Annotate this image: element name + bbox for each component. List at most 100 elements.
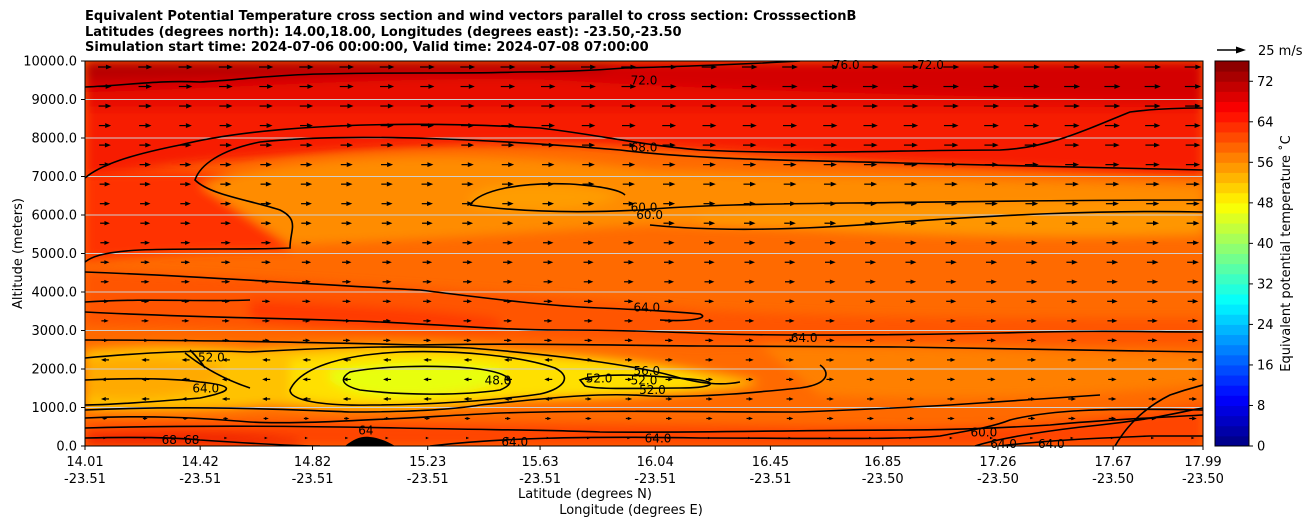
wind-vector xyxy=(661,103,677,109)
wind-vector xyxy=(783,181,797,187)
wind-vector xyxy=(1144,103,1161,109)
wind-vector xyxy=(987,397,996,401)
wind-vector xyxy=(259,64,274,70)
wind-vector xyxy=(1027,338,1037,343)
wind-vector xyxy=(138,84,153,89)
wind-vector xyxy=(902,64,919,70)
colorbar-segment xyxy=(1215,435,1249,447)
x-tick-label-lat: 14.42 xyxy=(182,455,219,470)
wind-vector xyxy=(180,240,191,245)
wind-vector xyxy=(983,64,1000,70)
wind-vector xyxy=(342,357,351,362)
contour-label: 52.0 xyxy=(631,374,658,388)
wind-vector xyxy=(140,260,150,265)
wind-vector xyxy=(380,103,394,109)
wind-vector xyxy=(500,64,516,70)
wind-vector xyxy=(701,84,717,89)
wind-vector xyxy=(822,103,838,109)
quiver-key-label: 25 m/s xyxy=(1258,44,1303,59)
y-tick-label: 6000.0 xyxy=(32,209,78,224)
wind-vector xyxy=(1065,181,1079,187)
wind-vector xyxy=(1026,279,1038,285)
wind-vector xyxy=(421,162,434,168)
wind-vector xyxy=(259,123,273,128)
contour-label: 64.0 xyxy=(633,300,660,314)
wind-vector xyxy=(544,357,553,362)
wind-vector xyxy=(181,397,190,401)
wind-vector xyxy=(584,299,594,304)
colorbar-segment xyxy=(1215,263,1249,275)
wind-vector xyxy=(181,260,191,265)
colorbar-segment xyxy=(1215,354,1249,366)
wind-vector xyxy=(422,240,433,245)
wind-vector xyxy=(702,162,716,168)
wind-vector xyxy=(783,142,797,148)
wind-vector xyxy=(944,181,958,187)
wind-vector xyxy=(98,64,112,70)
wind-vector xyxy=(461,123,475,128)
x-tick-label-lat: 17.67 xyxy=(1095,455,1132,470)
wind-vector xyxy=(263,416,269,420)
contour-label: 64.0 xyxy=(1038,437,1065,451)
wind-vector xyxy=(1070,436,1074,440)
wind-vector xyxy=(627,436,631,440)
wind-vector xyxy=(541,84,556,89)
wind-vector xyxy=(339,84,354,89)
wind-vector xyxy=(220,201,232,206)
wind-vector xyxy=(741,64,758,70)
wind-vector xyxy=(863,142,878,148)
wind-vector xyxy=(745,357,754,362)
wind-vector xyxy=(869,436,873,440)
wind-vector xyxy=(463,338,472,343)
wind-vector xyxy=(665,377,673,382)
wind-vector xyxy=(786,357,795,362)
wind-vector xyxy=(905,240,917,246)
wind-vector xyxy=(381,162,394,168)
colorbar-segment xyxy=(1215,334,1249,346)
x-tick-label-lon: -23.50 xyxy=(977,472,1019,487)
wind-vector xyxy=(786,377,794,382)
wind-vector xyxy=(782,103,798,109)
wind-vector xyxy=(1184,84,1202,89)
wind-vector xyxy=(219,103,233,109)
wind-vector xyxy=(501,103,515,109)
wind-vector xyxy=(541,103,556,109)
wind-vector xyxy=(986,279,997,285)
wind-vector xyxy=(180,181,192,187)
wind-vector xyxy=(463,397,472,401)
wind-vector xyxy=(1068,416,1076,421)
wind-vector xyxy=(864,201,877,207)
x-tick-label-lon: -23.51 xyxy=(292,472,334,487)
wind-vector xyxy=(383,338,391,343)
wind-vector xyxy=(581,103,596,109)
wind-vector xyxy=(300,142,313,148)
contour-label: 72.0 xyxy=(917,58,944,72)
wind-vector xyxy=(1023,64,1040,70)
wind-vector xyxy=(1024,162,1039,168)
wind-vector xyxy=(945,220,958,226)
wind-vector xyxy=(1106,259,1119,265)
wind-vector xyxy=(423,397,432,401)
wind-vector xyxy=(300,162,313,168)
wind-vector xyxy=(786,416,794,421)
colorbar-segment xyxy=(1215,162,1249,173)
wind-vector xyxy=(503,279,513,284)
wind-vector xyxy=(581,123,596,128)
wind-vector xyxy=(544,397,553,401)
wind-vector xyxy=(786,397,794,401)
wind-vector xyxy=(299,103,314,109)
wind-vector xyxy=(663,220,675,226)
wind-vector xyxy=(543,240,554,246)
wind-vector xyxy=(664,260,675,265)
wind-vector xyxy=(943,123,959,128)
wind-vector xyxy=(1107,338,1118,343)
wind-vector xyxy=(423,357,432,362)
wind-vector xyxy=(1147,279,1159,285)
wind-vector xyxy=(742,103,758,109)
wind-vector xyxy=(664,318,674,323)
wind-vector xyxy=(341,220,352,226)
wind-vector xyxy=(1108,377,1117,382)
wind-vector xyxy=(621,84,637,89)
contour-label: 56.0 xyxy=(633,364,660,378)
wind-vector xyxy=(667,436,671,440)
